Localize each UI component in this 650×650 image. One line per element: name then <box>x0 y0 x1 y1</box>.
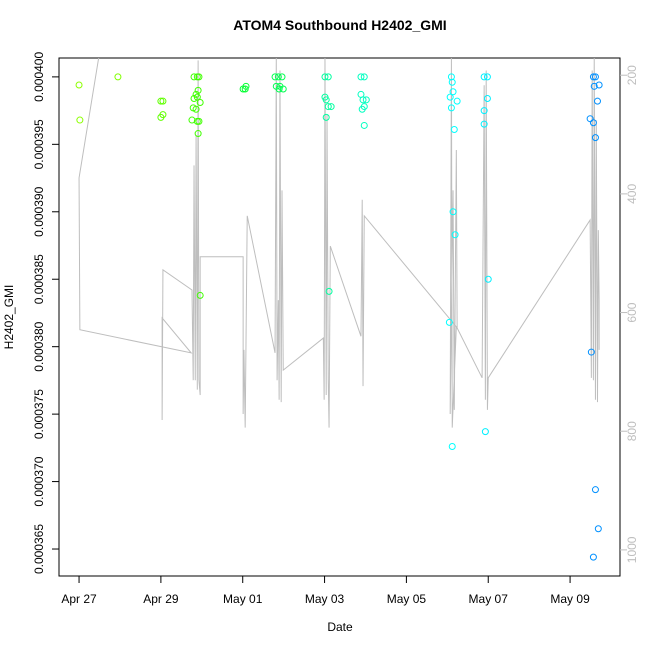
data-point <box>278 73 286 81</box>
data-point <box>448 443 456 450</box>
data-point <box>362 96 370 104</box>
data-point <box>589 553 597 561</box>
data-point <box>591 486 599 494</box>
data-point <box>360 73 368 81</box>
y-tick-label: 0.000370 <box>32 456 46 506</box>
data-point <box>447 104 455 112</box>
x-axis-label: Date <box>327 620 353 634</box>
data-point <box>359 96 367 104</box>
data-point <box>447 73 455 81</box>
data-point <box>483 94 491 102</box>
y-tick-label: 0.000375 <box>32 389 46 439</box>
y-tick-label: 0.000390 <box>32 186 46 236</box>
data-point <box>76 116 84 124</box>
chart-title: ATOM4 Southbound H2402_GMI <box>233 17 446 33</box>
data-point <box>195 73 203 81</box>
data-point <box>446 93 454 101</box>
x-tick-label: May 01 <box>223 592 263 606</box>
y2-tick-label: 800 <box>625 421 639 441</box>
x-tick-label: May 07 <box>469 592 509 606</box>
data-point <box>453 97 461 105</box>
y-tick-label: 0.000365 <box>32 524 46 574</box>
data-point <box>450 125 458 133</box>
y-tick-label: 0.000385 <box>32 254 46 304</box>
data-point <box>157 97 165 105</box>
y2-tick-label: 200 <box>625 65 639 85</box>
y2-tick-label: 600 <box>625 302 639 322</box>
profile-line <box>78 58 600 428</box>
plot-frame <box>58 57 621 577</box>
data-point <box>324 73 332 81</box>
data-point <box>591 73 599 81</box>
data-point <box>594 525 602 533</box>
data-point <box>451 231 459 239</box>
data-point <box>589 73 597 81</box>
data-point <box>190 73 198 81</box>
data-point <box>159 97 167 105</box>
y-tick-label: 0.000400 <box>32 52 46 102</box>
data-point <box>275 85 283 93</box>
data-point <box>241 85 249 93</box>
y-axis-label: H2402_GMI <box>2 285 16 350</box>
data-point <box>322 113 330 121</box>
y-tick-label: 0.000380 <box>32 321 46 371</box>
data-point <box>321 73 329 81</box>
data-point <box>325 287 333 295</box>
data-point <box>324 103 332 111</box>
data-point <box>480 73 488 81</box>
data-point <box>449 88 457 96</box>
data-point <box>190 94 198 102</box>
data-point <box>481 428 489 436</box>
data-point <box>360 121 368 129</box>
data-point <box>480 107 488 115</box>
data-point <box>75 81 83 89</box>
data-point <box>445 318 453 326</box>
x-tick-label: Apr 29 <box>143 592 179 606</box>
data-point <box>591 134 599 142</box>
data-point <box>587 348 595 356</box>
data-point <box>358 105 366 113</box>
data-point <box>193 93 201 101</box>
y-tick-label: 0.000395 <box>32 119 46 169</box>
data-point <box>484 275 492 283</box>
plot-area <box>75 58 603 561</box>
data-point <box>271 73 279 81</box>
data-point <box>196 291 204 299</box>
data-point <box>589 119 597 127</box>
data-point <box>480 120 488 128</box>
data-point <box>327 103 335 111</box>
x-tick-label: May 09 <box>550 592 590 606</box>
data-point <box>449 208 457 216</box>
data-point <box>159 111 167 119</box>
y2-tick-label: 1000 <box>625 536 639 563</box>
data-point <box>448 78 456 86</box>
data-point <box>114 73 122 81</box>
data-point <box>194 86 202 94</box>
data-point <box>322 96 330 104</box>
data-point <box>274 73 282 81</box>
x-tick-label: Apr 27 <box>61 592 97 606</box>
x-tick-label: May 05 <box>387 592 427 606</box>
data-point <box>194 130 202 138</box>
data-point <box>192 105 200 113</box>
data-point <box>483 73 491 81</box>
data-point <box>195 117 203 125</box>
data-point <box>593 97 601 105</box>
x-tick-label: May 03 <box>305 592 345 606</box>
data-point <box>595 81 603 89</box>
data-point <box>357 73 365 81</box>
y2-tick-label: 400 <box>625 184 639 204</box>
data-point <box>196 99 204 107</box>
data-point <box>279 85 287 93</box>
data-point <box>590 82 598 90</box>
